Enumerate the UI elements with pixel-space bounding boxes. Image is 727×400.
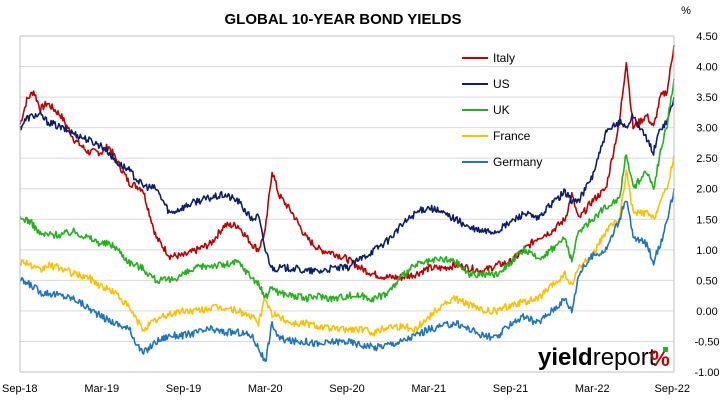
series-line-us [19, 96, 675, 275]
brand-percent-icon: % [650, 346, 670, 371]
brand-word-report: report [593, 344, 656, 371]
y-tick-label: 4.50 [696, 31, 717, 43]
x-tick-label: Sep-22 [655, 383, 690, 395]
y-tick-label: 1.50 [696, 214, 717, 226]
x-axis-ticks: Sep-18 Mar-19 Sep-19 Mar-20 Sep-20 Mar-21 Sep-… [2, 383, 690, 395]
yieldreport-logo: yieldreport % [538, 344, 670, 371]
x-tick-label: Sep-21 [493, 383, 528, 395]
y-tick-label: -1.00 [694, 367, 719, 379]
svg-text:yieldreport: yieldreport [538, 344, 656, 371]
y-tick-label: 0.00 [696, 306, 717, 318]
x-tick-label: Mar-21 [411, 383, 446, 395]
y-tick-label: 2.00 [696, 184, 717, 196]
y-tick-label: 3.50 [696, 92, 717, 104]
series-line-france [19, 154, 675, 337]
x-tick-label: Mar-22 [575, 383, 610, 395]
legend: Italy US UK France Germany [462, 51, 542, 169]
y-tick-label: 4.00 [696, 62, 717, 74]
legend-label-uk: UK [493, 103, 510, 117]
brand-dot-icon [663, 347, 668, 352]
series-lines [19, 45, 675, 363]
x-tick-label: Sep-19 [166, 383, 201, 395]
y-unit-label: % [681, 5, 691, 17]
plot-area-border [19, 35, 675, 373]
chart-title: GLOBAL 10-YEAR BOND YIELDS [225, 11, 462, 28]
series-line-germany [19, 188, 675, 363]
grid-lines [20, 66, 674, 342]
x-tick-label: Sep-18 [2, 383, 37, 395]
x-tick-label: Sep-20 [329, 383, 364, 395]
legend-label-france: France [493, 129, 531, 143]
legend-label-germany: Germany [493, 155, 542, 169]
y-tick-label: 1.00 [696, 245, 717, 257]
y-tick-label: 3.00 [696, 123, 717, 135]
x-tick-label: Mar-20 [248, 383, 283, 395]
y-tick-label: -0.50 [694, 336, 719, 348]
legend-label-italy: Italy [493, 51, 515, 65]
legend-label-us: US [493, 77, 510, 91]
y-tick-label: 2.50 [696, 153, 717, 165]
brand-word-yield: yield [538, 344, 593, 371]
series-line-uk [19, 78, 675, 303]
series-line-italy [19, 45, 675, 282]
y-tick-label: 0.50 [696, 275, 717, 287]
y-axis-ticks: 4.50 4.00 3.50 3.00 2.50 2.00 1.50 1.00 0.50 0.00… [694, 31, 719, 379]
x-tick-label: Mar-19 [84, 383, 119, 395]
